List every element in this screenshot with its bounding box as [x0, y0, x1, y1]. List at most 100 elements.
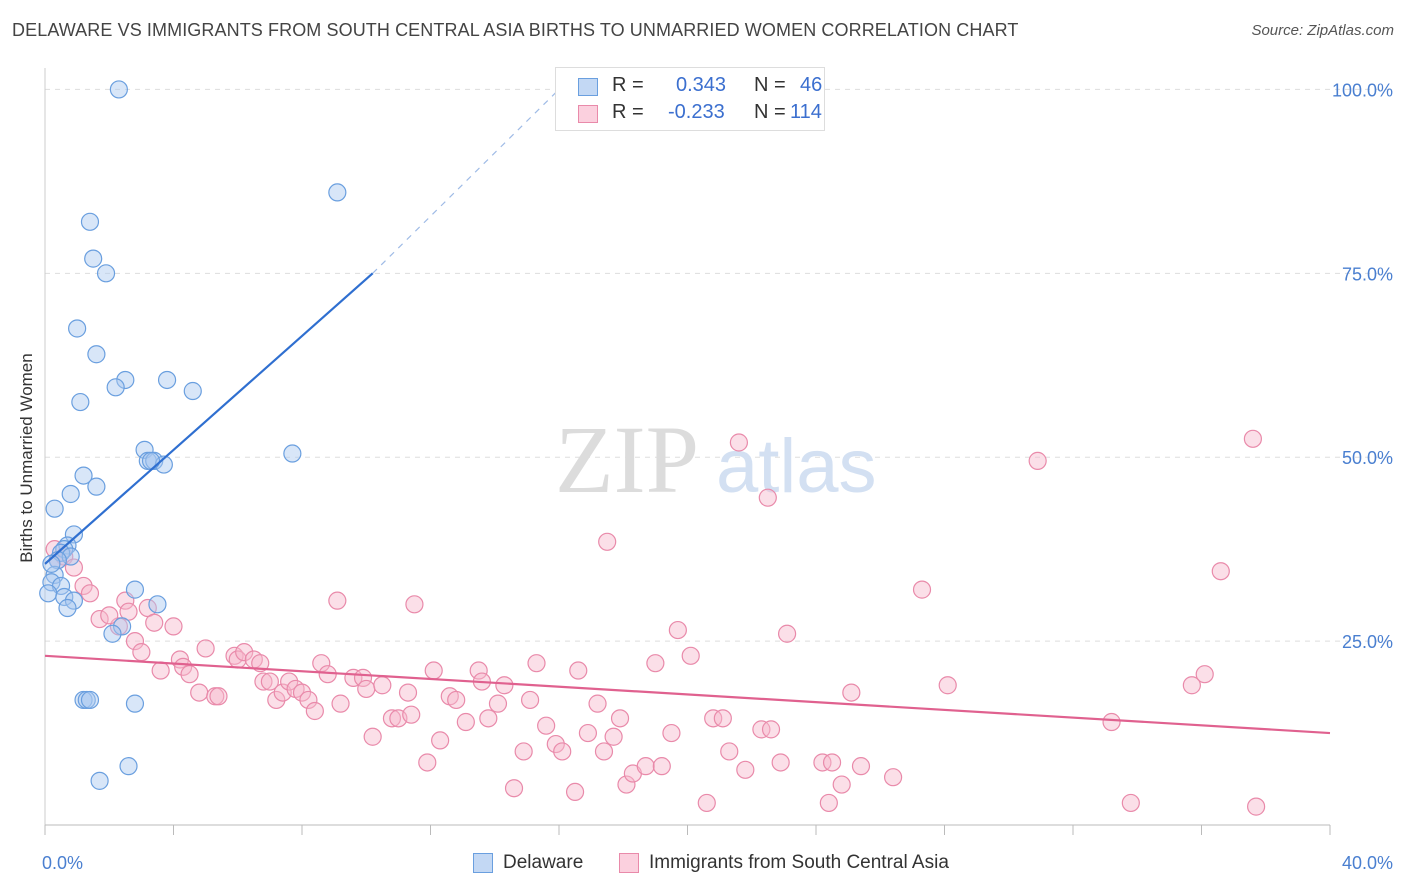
pink-point [594, 742, 614, 761]
legend-swatch-blue [578, 78, 598, 96]
pink-point [456, 712, 475, 732]
pink-point [758, 488, 777, 507]
blue-point [148, 595, 167, 614]
pink-point [553, 742, 572, 761]
bottom-legend-label: Immigrants from South Central Asia [649, 852, 949, 873]
pink-point [578, 723, 598, 743]
pink-point [514, 742, 533, 761]
y-tick-label: 25.0% [1342, 632, 1393, 652]
trendline-immigrants [44, 654, 1331, 735]
blue-point [68, 319, 87, 338]
pink-point [697, 793, 716, 813]
pink-point [851, 757, 871, 776]
pink-point [842, 683, 861, 702]
pink-point [132, 643, 151, 662]
pink-point [720, 742, 739, 761]
pink-point [260, 672, 279, 691]
blue-point [183, 381, 202, 401]
pink-point [488, 694, 508, 713]
pink-point [100, 606, 119, 625]
y-tick-label: 50.0% [1342, 448, 1393, 468]
y-tick-label: 75.0% [1342, 264, 1393, 284]
pink-point [704, 709, 723, 728]
blue-point [64, 591, 84, 610]
pink-point [646, 654, 665, 673]
blue-point [71, 392, 90, 412]
pink-point [209, 687, 228, 706]
blue-point [106, 378, 125, 397]
blue-point [61, 484, 80, 504]
blue-point [283, 444, 302, 463]
blue-point [96, 264, 116, 283]
pink-point [398, 683, 418, 702]
pink-point [328, 591, 347, 610]
pink-point [761, 720, 781, 739]
legend-r-label: R = [612, 74, 644, 96]
pink-point [912, 580, 932, 599]
pink-point [447, 690, 466, 710]
pink-point [938, 676, 957, 695]
pink-point [1182, 676, 1201, 695]
blue-point [116, 370, 135, 390]
pink-point [424, 661, 443, 680]
blue-point [80, 212, 100, 231]
pink-point [145, 613, 164, 632]
pink-point [636, 757, 655, 776]
pink-point [479, 709, 498, 728]
trendline-delaware [44, 272, 374, 565]
pink-point [1247, 797, 1266, 816]
pink-point [520, 690, 540, 710]
trendline-delaware-extension [372, 88, 560, 274]
pink-point [752, 720, 771, 739]
pink-point [604, 727, 623, 746]
pink-point [527, 654, 546, 673]
blue-point [64, 525, 84, 544]
pink-point [546, 734, 565, 754]
pink-point [662, 723, 681, 743]
legend-box: R = 0.343 N = 46 R = -0.233 N = 114 [555, 67, 825, 131]
pink-point [495, 676, 514, 695]
source-label: Source: ZipAtlas.com [1251, 22, 1394, 39]
pink-point [292, 683, 312, 702]
pink-point [668, 620, 687, 640]
x-tick-label: 40.0% [1342, 853, 1393, 873]
legend-n-value: 114 [790, 101, 822, 123]
pink-point [190, 683, 209, 702]
pink-point [280, 672, 299, 691]
pink-point [565, 782, 585, 801]
pink-point [331, 694, 350, 713]
pink-point [363, 727, 382, 746]
pink-point [1195, 665, 1214, 684]
grid-lines [45, 88, 1394, 642]
pink-point [174, 657, 193, 676]
legend-n-label: N = [754, 74, 786, 96]
pink-point [80, 584, 100, 603]
pink-point [180, 665, 199, 684]
pink-point [373, 676, 392, 695]
pink-point [405, 595, 424, 614]
pink-point [1121, 793, 1140, 813]
pink-point [537, 716, 556, 735]
trendlines [44, 88, 1331, 735]
pink-point [1243, 429, 1263, 448]
pink-point [652, 757, 671, 776]
blue-point [84, 249, 103, 268]
blue-point [103, 624, 122, 643]
pink-point [90, 609, 109, 629]
legend-r-value: 0.343 [676, 74, 727, 96]
pink-point [418, 753, 437, 772]
blue-point [42, 573, 61, 592]
pink-point [777, 624, 797, 643]
pink-point [164, 617, 183, 636]
pink-point [305, 701, 324, 721]
y-tick-labels: 25.0% 50.0% 75.0% 100.0% [1332, 80, 1393, 652]
x-tick-label: 0.0% [42, 853, 83, 873]
y-tick-label: 100.0% [1332, 80, 1393, 100]
legend-swatch-pink [578, 105, 598, 123]
pink-point [819, 793, 838, 813]
pink-point [1211, 562, 1230, 581]
pink-point [813, 753, 832, 772]
pink-point [736, 760, 755, 779]
pink-point [1102, 712, 1121, 732]
